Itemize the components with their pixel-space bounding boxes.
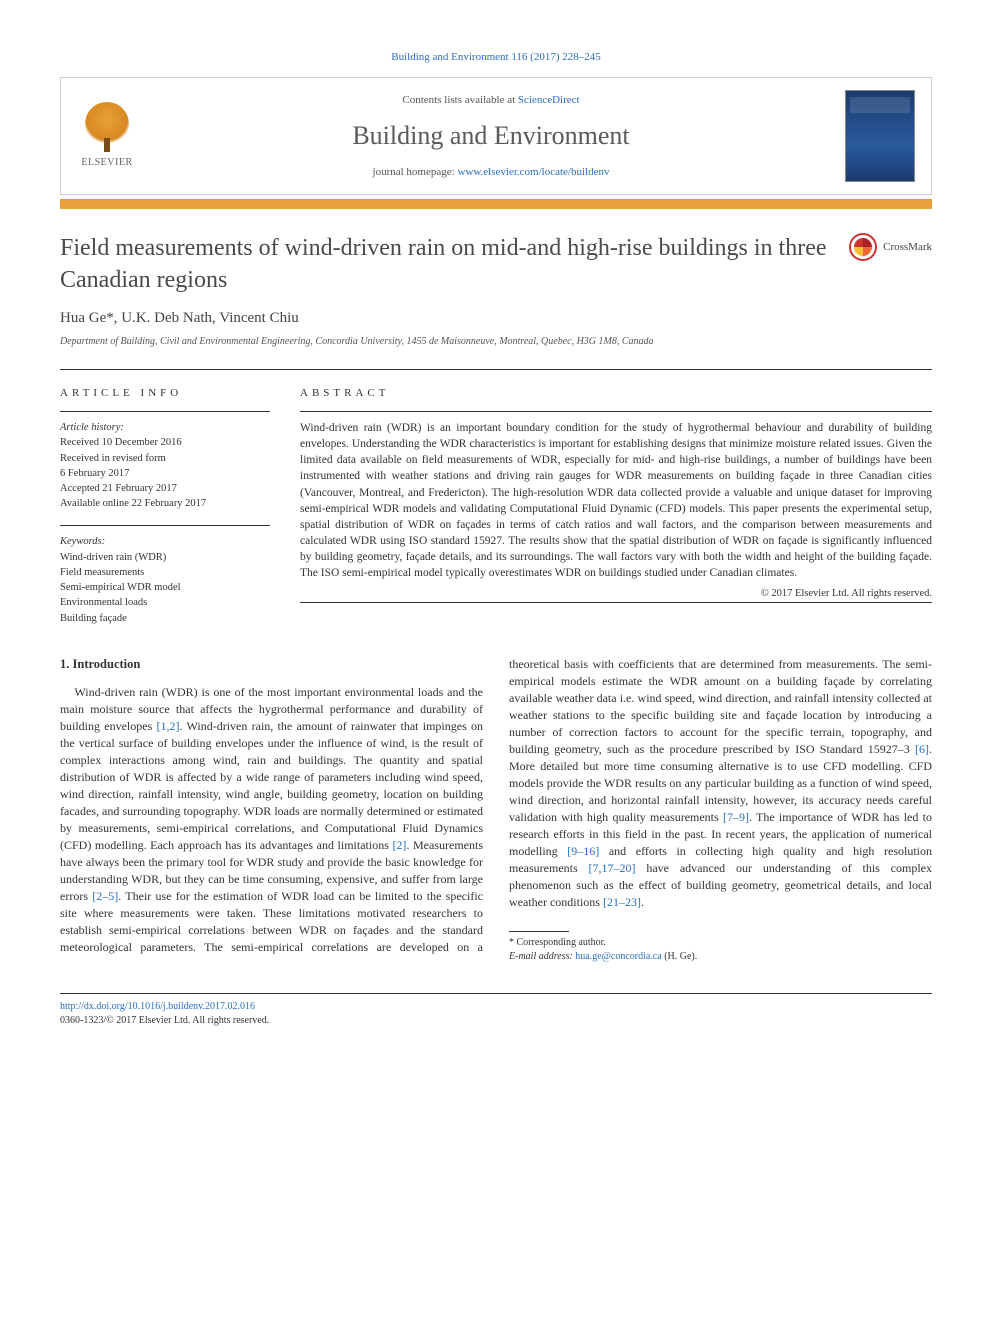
article-info-heading: ARTICLE INFO: [60, 386, 270, 401]
journal-header: ELSEVIER Contents lists available at Sci…: [60, 77, 932, 195]
citation-line: Building and Environment 116 (2017) 228–…: [60, 50, 932, 65]
email-label: E-mail address:: [509, 951, 575, 962]
sciencedirect-link[interactable]: ScienceDirect: [518, 94, 580, 106]
abstract-bottom-rule: [300, 602, 932, 603]
citation-ref[interactable]: [1,2]: [157, 719, 180, 733]
section-heading: 1. Introduction: [60, 656, 483, 674]
contents-prefix: Contents lists available at: [402, 94, 517, 106]
history-line: Received 10 December 2016: [60, 437, 182, 448]
body-text-run: . Their use for the estimation of WDR lo…: [118, 889, 427, 903]
body-text-run: .: [641, 895, 644, 909]
crossmark-label: CrossMark: [883, 240, 932, 255]
citation-ref[interactable]: [6]: [915, 742, 929, 756]
accent-bar: [60, 199, 932, 209]
keyword: Field measurements: [60, 567, 144, 578]
citation-ref[interactable]: [7–9]: [723, 810, 749, 824]
authors-line: Hua Ge*, U.K. Deb Nath, Vincent Chiu: [60, 308, 932, 329]
publisher-name: ELSEVIER: [81, 156, 132, 170]
keyword: Environmental loads: [60, 597, 147, 608]
article-info-block: ARTICLE INFO Article history: Received 1…: [60, 386, 270, 626]
citation-ref[interactable]: [7,17–20]: [589, 861, 636, 875]
journal-cover-thumbnail: [845, 90, 915, 182]
citation-ref[interactable]: [9–16]: [567, 844, 599, 858]
history-line: Received in revised form: [60, 453, 166, 464]
history-line: Accepted 21 February 2017: [60, 483, 177, 494]
crossmark-icon: [849, 233, 877, 261]
journal-name: Building and Environment: [155, 118, 827, 154]
issn-copyright: 0360-1323/© 2017 Elsevier Ltd. All right…: [60, 1015, 269, 1026]
history-line: Available online 22 February 2017: [60, 498, 206, 509]
keyword: Semi-empirical WDR model: [60, 582, 181, 593]
body-text-run: . Wind-driven rain, the amount of rainwa…: [60, 719, 483, 852]
crossmark-badge[interactable]: CrossMark: [849, 233, 932, 261]
doi-link[interactable]: http://dx.doi.org/10.1016/j.buildenv.201…: [60, 1001, 255, 1012]
contents-line: Contents lists available at ScienceDirec…: [155, 93, 827, 108]
corresponding-footnote: * Corresponding author. E-mail address: …: [509, 931, 932, 964]
citation-ref[interactable]: [2–5]: [92, 889, 118, 903]
keyword: Building façade: [60, 613, 127, 624]
abstract-copyright: © 2017 Elsevier Ltd. All rights reserved…: [300, 587, 932, 602]
page-footer: http://dx.doi.org/10.1016/j.buildenv.201…: [60, 993, 932, 1028]
email-suffix: (H. Ge).: [662, 951, 698, 962]
publisher-logo: ELSEVIER: [77, 101, 137, 171]
footnote-rule: [509, 931, 569, 932]
elsevier-tree-icon: [85, 102, 129, 146]
keyword: Wind-driven rain (WDR): [60, 552, 166, 563]
abstract-block: ABSTRACT Wind-driven rain (WDR) is an im…: [300, 386, 932, 626]
corresponding-author-note: * Corresponding author.: [509, 937, 606, 948]
affiliation-line: Department of Building, Civil and Enviro…: [60, 335, 932, 349]
author-email-link[interactable]: hua.ge@concordia.ca: [575, 951, 661, 962]
abstract-body: Wind-driven rain (WDR) is an important b…: [300, 411, 932, 581]
citation-ref[interactable]: [21–23]: [603, 895, 641, 909]
article-title: Field measurements of wind-driven rain o…: [60, 233, 849, 295]
keywords-label: Keywords:: [60, 536, 105, 547]
history-line: 6 February 2017: [60, 468, 129, 479]
abstract-heading: ABSTRACT: [300, 386, 932, 401]
homepage-line: journal homepage: www.elsevier.com/locat…: [155, 165, 827, 180]
citation-ref[interactable]: [2]: [392, 838, 406, 852]
body-text: 1. Introduction Wind-driven rain (WDR) i…: [60, 656, 932, 965]
history-label: Article history:: [60, 422, 124, 433]
homepage-prefix: journal homepage:: [373, 166, 458, 178]
homepage-link[interactable]: www.elsevier.com/locate/buildenv: [457, 166, 609, 178]
